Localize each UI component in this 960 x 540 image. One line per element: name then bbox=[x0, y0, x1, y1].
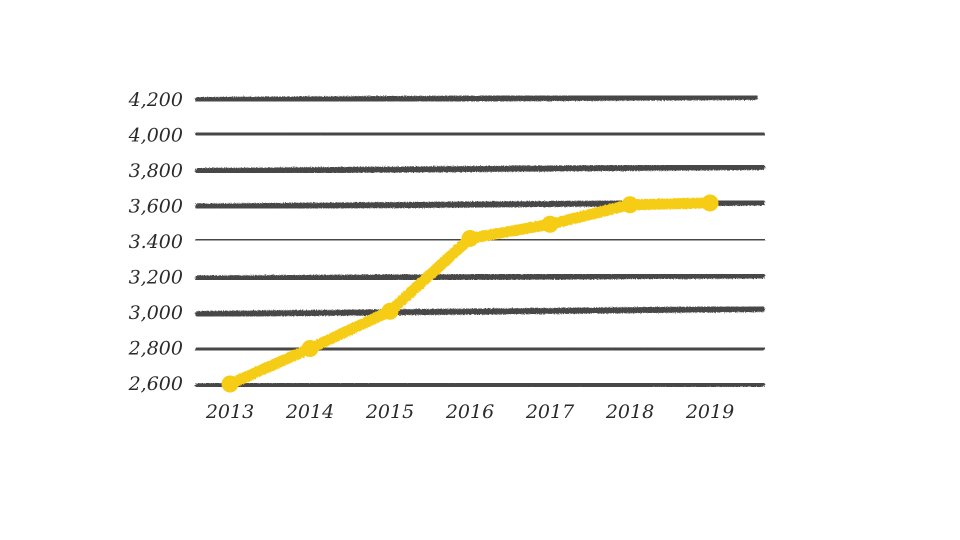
x-tick-label: 2018 bbox=[605, 401, 654, 423]
y-tick-label: 3,800 bbox=[129, 160, 183, 182]
gridline bbox=[195, 272, 765, 282]
y-axis-tick-labels: 2,600 2,800 3,000 3,200 3.400 3,600 3,800 4,000… bbox=[128, 89, 183, 395]
y-tick-label: 2,600 bbox=[128, 373, 183, 395]
gridline bbox=[195, 345, 765, 353]
data-point bbox=[541, 215, 559, 233]
series-layer bbox=[221, 194, 719, 393]
y-tick-label: 4,000 bbox=[128, 125, 183, 147]
x-tick-label: 2014 bbox=[285, 401, 334, 423]
gridline bbox=[195, 306, 765, 317]
y-tick-label: 3,000 bbox=[129, 302, 183, 324]
x-tick-label: 2015 bbox=[365, 401, 414, 423]
x-tick-label: 2013 bbox=[205, 401, 254, 423]
data-point bbox=[301, 340, 319, 357]
gridline bbox=[195, 130, 765, 138]
x-tick-label: 2019 bbox=[685, 401, 734, 423]
x-tick-label: 2016 bbox=[445, 401, 494, 423]
gridline bbox=[195, 164, 765, 174]
y-tick-label: 3.400 bbox=[129, 231, 183, 253]
data-point bbox=[381, 302, 399, 320]
data-point bbox=[701, 194, 719, 212]
y-tick-label: 2,800 bbox=[128, 338, 183, 360]
data-point bbox=[621, 196, 639, 214]
y-tick-label: 3,600 bbox=[129, 196, 183, 218]
gridline bbox=[195, 94, 758, 103]
y-tick-label: 3,200 bbox=[129, 267, 183, 289]
x-tick-label: 2017 bbox=[525, 401, 575, 423]
gridline bbox=[195, 381, 765, 389]
x-axis-tick-labels: 2013 2014 2015 2016 2017 2018 2019 bbox=[205, 401, 734, 423]
data-point bbox=[221, 375, 239, 393]
data-point bbox=[461, 229, 479, 247]
y-tick-label: 4,200 bbox=[128, 89, 183, 111]
